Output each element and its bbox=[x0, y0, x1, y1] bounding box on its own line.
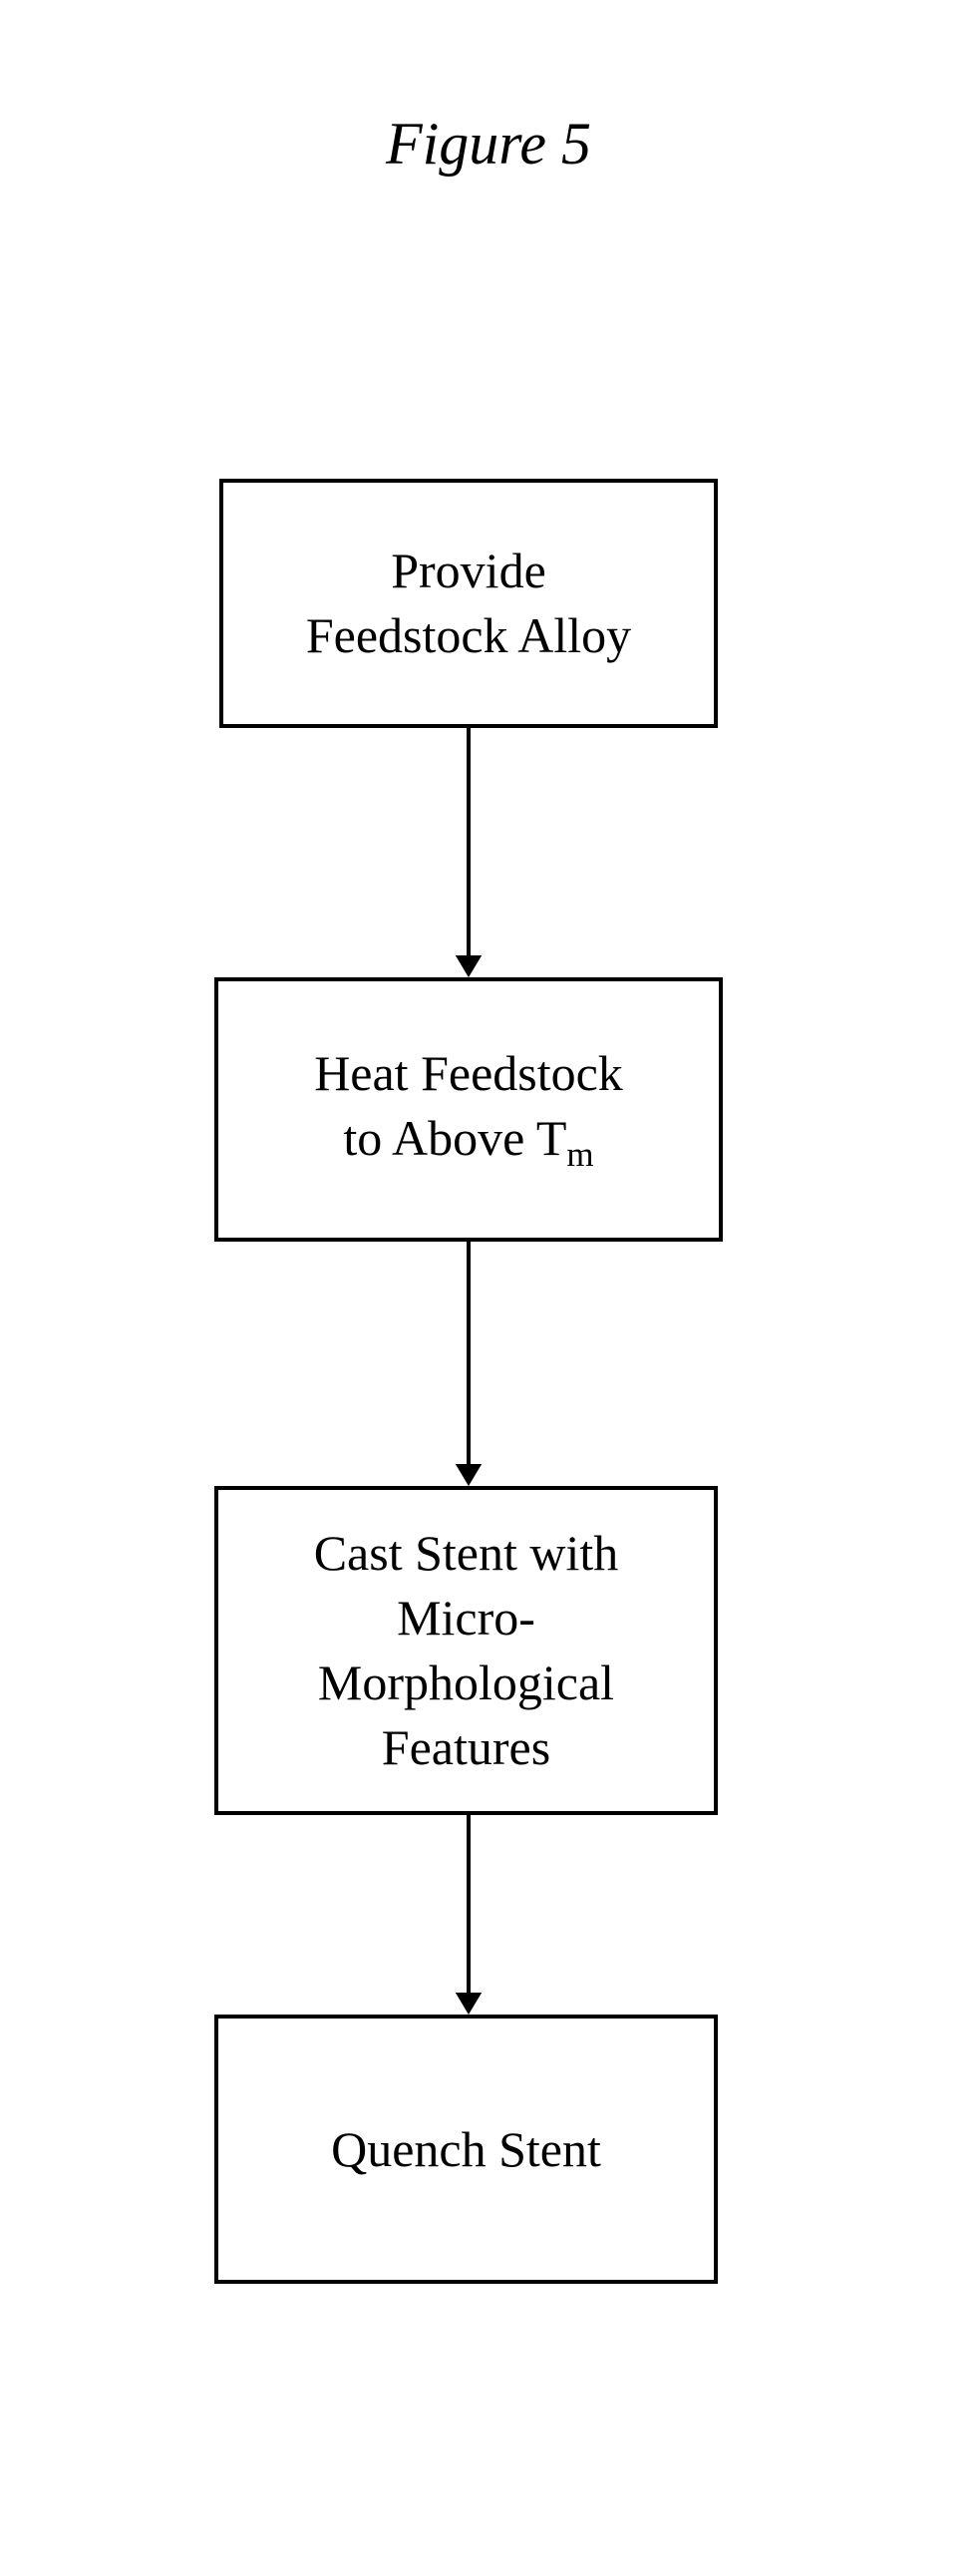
figure-title: Figure 5 bbox=[299, 110, 678, 179]
flowchart-box-cast-stent: Cast Stent withMicro-MorphologicalFeatur… bbox=[214, 1486, 718, 1815]
flowchart-arrow-3 bbox=[447, 1815, 490, 2015]
flowchart-arrow-2 bbox=[447, 1242, 490, 1486]
box-text: Cast Stent withMicro-MorphologicalFeatur… bbox=[314, 1521, 619, 1780]
flowchart-box-heat-feedstock: Heat Feedstockto Above Tm bbox=[214, 977, 723, 1242]
flowchart-box-quench-stent: Quench Stent bbox=[214, 2015, 718, 2284]
box-text: Quench Stent bbox=[331, 2117, 601, 2182]
box-text: Heat Feedstockto Above Tm bbox=[314, 1041, 623, 1178]
box-text: ProvideFeedstock Alloy bbox=[306, 539, 631, 668]
flowchart-arrow-1 bbox=[447, 728, 490, 977]
flowchart-box-provide-feedstock: ProvideFeedstock Alloy bbox=[219, 479, 718, 728]
